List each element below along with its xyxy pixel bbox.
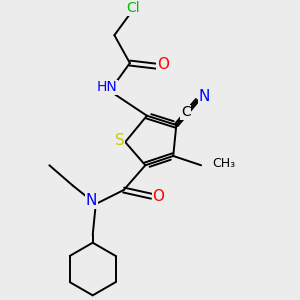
Text: N: N bbox=[198, 89, 210, 104]
Text: Cl: Cl bbox=[126, 1, 140, 15]
Text: HN: HN bbox=[97, 80, 118, 94]
Text: S: S bbox=[115, 133, 124, 148]
Text: N: N bbox=[85, 194, 97, 208]
Text: CH₃: CH₃ bbox=[212, 157, 235, 170]
Text: O: O bbox=[157, 57, 169, 72]
Text: O: O bbox=[152, 189, 164, 204]
Text: C: C bbox=[181, 105, 190, 119]
